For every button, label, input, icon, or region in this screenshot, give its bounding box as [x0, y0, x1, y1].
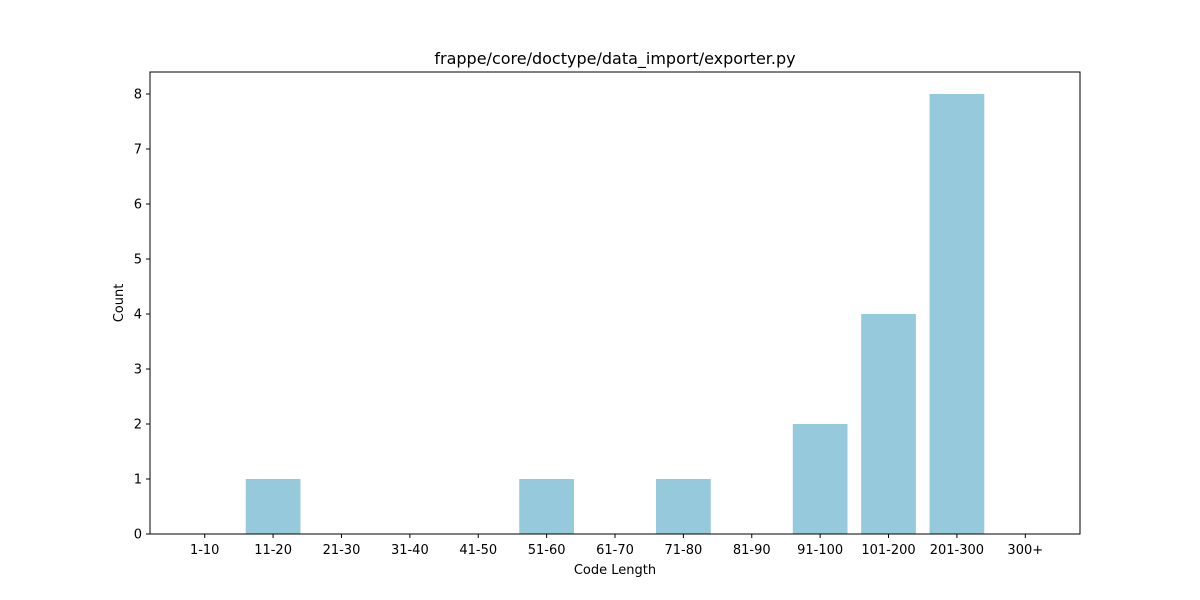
y-tick-label: 0 [134, 528, 142, 543]
x-tick-label: 91-100 [797, 543, 843, 558]
x-tick-label: 71-80 [664, 543, 702, 558]
bars-group [245, 94, 985, 534]
y-axis-ticks: 0 1 2 3 4 5 6 7 8 [134, 88, 150, 543]
x-tick-label: 201-300 [930, 543, 984, 558]
x-tick-label: 51-60 [528, 543, 566, 558]
x-tick-label: 61-70 [596, 543, 634, 558]
x-axis-ticks: 1-10 11-20 21-30 31-40 41-50 51-60 61-70 71-80 8… [190, 534, 1043, 558]
bar-51-60 [519, 479, 574, 534]
bar-11-20 [245, 479, 301, 534]
chart-title: frappe/core/doctype/data_import/exporter… [434, 49, 795, 69]
y-tick-label: 2 [134, 418, 142, 433]
bar-71-80 [656, 479, 711, 534]
y-tick-label: 4 [134, 308, 142, 323]
y-tick-label: 7 [134, 143, 142, 158]
x-tick-label: 21-30 [323, 543, 361, 558]
y-tick-label: 5 [134, 253, 142, 268]
x-tick-label: 1-10 [190, 543, 220, 558]
x-tick-label: 81-90 [733, 543, 771, 558]
x-axis-label: Code Length [574, 563, 656, 578]
bar-91-100 [792, 424, 848, 534]
x-tick-label: 300+ [1007, 543, 1043, 558]
x-tick-label: 11-20 [254, 543, 292, 558]
x-tick-label: 31-40 [391, 543, 429, 558]
x-tick-label: 101-200 [861, 543, 915, 558]
y-tick-label: 1 [134, 473, 142, 488]
y-tick-label: 6 [134, 198, 142, 213]
x-tick-label: 41-50 [459, 543, 497, 558]
y-tick-label: 8 [134, 88, 142, 103]
y-tick-label: 3 [134, 363, 142, 378]
bar-201-300 [929, 94, 985, 534]
bar-101-200 [861, 314, 916, 534]
y-axis-label: Count [112, 284, 127, 323]
